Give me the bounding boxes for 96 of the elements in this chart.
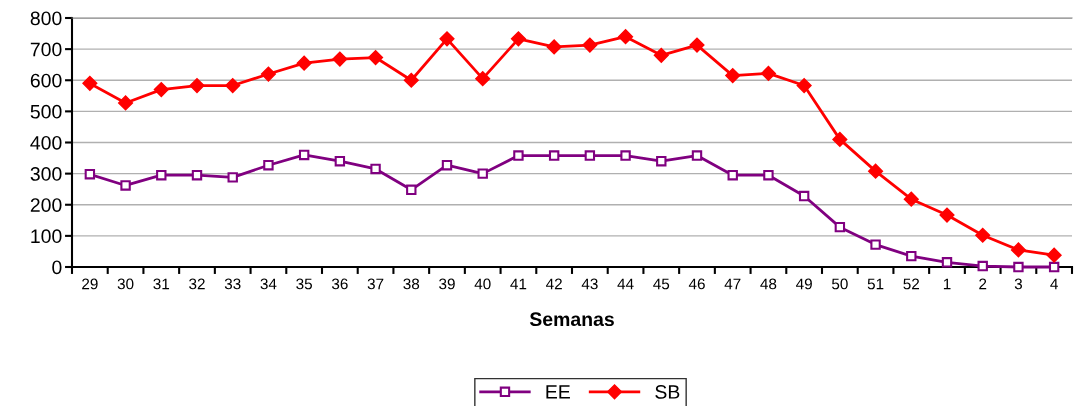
- point: [227, 172, 238, 183]
- point: [582, 37, 598, 53]
- x-tick-label: 37: [367, 278, 384, 290]
- point: [298, 149, 310, 161]
- point: [441, 160, 453, 171]
- point: [763, 169, 774, 181]
- legend-label: EE: [546, 385, 570, 399]
- point: [118, 95, 134, 111]
- point: [939, 207, 955, 223]
- x-tick-label: 40: [474, 278, 491, 290]
- x-tick-label: 38: [403, 278, 420, 290]
- point: [584, 150, 596, 161]
- legend-label: SB: [655, 385, 680, 399]
- y-tick-label: 500: [30, 104, 62, 119]
- point: [653, 47, 669, 63]
- point: [725, 68, 741, 84]
- x-tick-label: 48: [760, 278, 777, 290]
- point: [477, 168, 488, 179]
- point: [475, 71, 491, 87]
- point: [84, 169, 96, 180]
- x-tick-label: 29: [82, 278, 98, 290]
- y-tick-label: 300: [30, 167, 62, 181]
- point: [870, 239, 881, 250]
- x-tick-label: 34: [260, 278, 277, 290]
- point: [1010, 242, 1026, 258]
- point: [189, 77, 205, 94]
- x-tick-label: 39: [439, 278, 455, 290]
- point: [868, 163, 884, 179]
- point: [225, 77, 241, 94]
- point: [153, 82, 169, 98]
- x-tick-label: 36: [331, 278, 348, 290]
- y-tick-label: 0: [52, 260, 62, 275]
- x-tick-label: 49: [796, 278, 812, 290]
- x-tick-label: 32: [189, 278, 205, 290]
- point: [689, 37, 705, 53]
- point: [296, 55, 312, 71]
- point: [656, 155, 667, 167]
- point: [510, 31, 526, 47]
- point: [260, 66, 276, 82]
- x-tick-label: 52: [903, 278, 920, 290]
- point: [332, 51, 348, 67]
- x-tick-label: 30: [117, 278, 134, 290]
- y-tick-label: 800: [30, 11, 62, 26]
- x-tick-label: 51: [867, 278, 884, 290]
- x-tick-label: 3: [1014, 278, 1023, 290]
- point: [1048, 261, 1060, 273]
- x-tick-label: 47: [724, 278, 741, 290]
- point: [156, 169, 167, 181]
- x-tick-label: 43: [581, 278, 598, 290]
- x-tick-label: 46: [688, 278, 705, 290]
- point: [832, 131, 848, 147]
- point: [903, 191, 919, 207]
- point: [370, 163, 381, 175]
- x-tick-label: 45: [653, 278, 670, 290]
- point: [120, 180, 131, 191]
- point: [513, 150, 524, 161]
- point: [263, 160, 274, 171]
- x-tick-label: 31: [153, 278, 170, 290]
- point: [727, 169, 738, 181]
- point: [334, 155, 346, 167]
- point: [1013, 261, 1024, 273]
- x-axis-title: Semanas: [529, 312, 614, 327]
- point: [798, 190, 810, 202]
- point: [977, 260, 988, 272]
- y-tick-label: 400: [30, 135, 62, 150]
- x-tick-label: 41: [510, 278, 527, 290]
- point: [406, 184, 417, 196]
- point: [548, 150, 560, 161]
- x-tick-label: 50: [831, 278, 848, 290]
- x-tick-label: 2: [979, 278, 987, 290]
- point: [760, 65, 776, 81]
- y-tick-label: 700: [30, 42, 62, 57]
- point: [834, 221, 846, 233]
- point: [368, 49, 384, 66]
- point: [439, 31, 455, 47]
- x-tick-label: 1: [943, 278, 951, 290]
- point: [618, 29, 634, 45]
- y-tick-label: 600: [30, 73, 62, 88]
- point: [941, 257, 953, 268]
- point: [906, 250, 917, 262]
- point: [796, 77, 812, 94]
- x-tick-label: 42: [546, 278, 562, 290]
- x-tick-label: 44: [617, 278, 634, 290]
- x-tick-label: 35: [296, 278, 312, 290]
- point: [82, 75, 98, 91]
- point: [191, 169, 203, 181]
- point: [403, 72, 419, 88]
- point: [620, 150, 631, 161]
- point: [975, 227, 991, 243]
- point: [691, 150, 703, 161]
- point: [1046, 247, 1062, 263]
- point: [546, 39, 562, 55]
- x-tick-label: 33: [224, 278, 241, 290]
- y-tick-label: 100: [31, 229, 62, 244]
- x-tick-label: 4: [1050, 278, 1058, 290]
- y-tick-label: 200: [30, 198, 62, 212]
